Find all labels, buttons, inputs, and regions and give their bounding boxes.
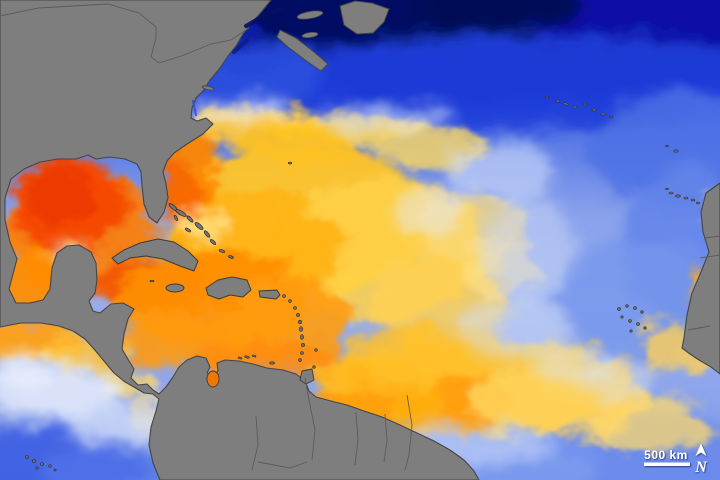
neutral-water-layer: [0, 100, 655, 467]
bay-of-fundy: [232, 38, 249, 54]
scale-bar-label: 500 km: [644, 448, 688, 462]
border-south-america-5: [404, 394, 413, 471]
north-arrow-label: N: [694, 459, 708, 476]
land-prince-edward-island: [301, 31, 319, 39]
azores-islands: [545, 95, 614, 119]
galapagos-islands: [25, 455, 57, 472]
chesapeake-bay: [191, 99, 198, 117]
border-south-america-2: [304, 377, 316, 461]
land-cuba: [111, 238, 199, 272]
land-west-africa: [681, 182, 720, 375]
land-trinidad: [299, 368, 315, 385]
madeira-islands: [665, 144, 679, 153]
land-nova-scotia: [276, 29, 329, 72]
border-lines-layer: [0, 3, 720, 471]
st-lawrence-estuary: [244, 7, 284, 28]
border-south-america-1: [251, 415, 259, 471]
land-jamaica: [165, 283, 185, 293]
land-anticosti-island: [296, 10, 324, 20]
map-annotations: 500 km N: [644, 443, 708, 476]
land-puerto-rico: [258, 289, 281, 300]
lake-maracaibo: [206, 370, 220, 388]
border-south-america-6: [257, 461, 308, 469]
estuary-layer: [191, 7, 284, 117]
border-africa-2: [699, 254, 720, 259]
cape-verde-islands: [617, 304, 647, 333]
canary-islands: [665, 187, 700, 205]
warm-water-layer: [0, 109, 720, 453]
land-newfoundland: [339, 0, 390, 35]
land-americas: [0, 0, 480, 480]
border-south-america-4: [383, 413, 388, 463]
land-hispaniola: [205, 276, 252, 300]
border-africa-1: [704, 235, 720, 239]
lesser-antilles-islands: [237, 294, 318, 369]
land-bermuda: [287, 161, 293, 165]
bahamas-islands: [149, 203, 234, 283]
border-us-canada: [0, 3, 250, 64]
scale-bar: [644, 462, 690, 466]
border-south-america-3: [354, 411, 359, 466]
land-long-island: [201, 85, 215, 91]
border-africa-3: [687, 325, 711, 331]
north-arrow-icon: [695, 443, 707, 456]
